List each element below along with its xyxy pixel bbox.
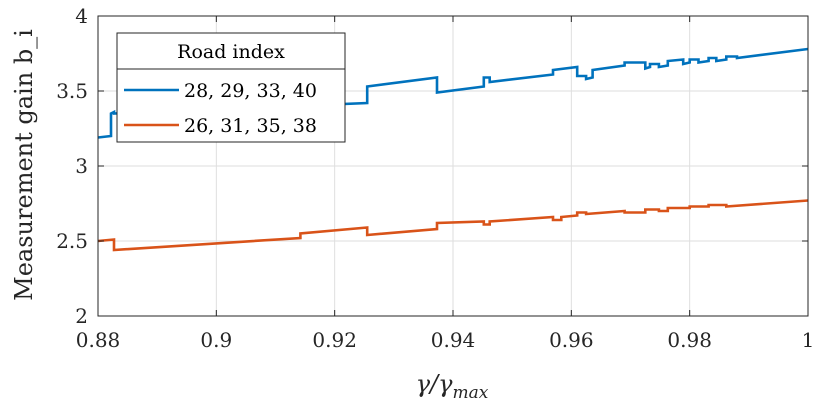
legend-label-1: 28, 29, 33, 40 (184, 80, 317, 102)
x-tick-label: 0.9 (200, 328, 232, 352)
y-tick-label: 3.5 (56, 79, 88, 103)
series-lines (97, 47, 809, 252)
legend: Road index 28, 29, 33, 40 26, 31, 35, 38 (116, 32, 346, 143)
y-axis-label: Measurement gain b_i (10, 29, 38, 301)
series-line-2 (97, 199, 809, 252)
y-tick-label: 2.5 (56, 229, 88, 253)
legend-entries: 28, 29, 33, 40 26, 31, 35, 38 (124, 80, 317, 137)
series-line-1 (97, 47, 809, 139)
x-tick-label: 0.98 (667, 328, 712, 352)
y-axis-label-text: Measurement gain b_i (10, 29, 38, 301)
legend-title: Road index (177, 41, 285, 63)
y-tick-label: 3 (75, 154, 88, 178)
x-tick-label: 0.88 (76, 328, 121, 352)
x-axis-label-main: γ/γ (416, 370, 453, 398)
x-axis-label-subscript: max (452, 383, 488, 403)
x-tick-label: 1 (802, 328, 815, 352)
ticks: 0.88 0.9 0.92 0.94 0.96 0.98 1 2 2.5 3 3.5 4 (56, 4, 814, 352)
legend-label-2: 26, 31, 35, 38 (184, 115, 317, 137)
x-tick-label: 0.94 (431, 328, 476, 352)
y-tick-label: 2 (75, 304, 88, 328)
y-tick-label: 4 (75, 4, 88, 28)
x-tick-label: 0.96 (549, 328, 594, 352)
x-tick-label: 0.92 (312, 328, 357, 352)
x-axis-label: γ/γmax (416, 370, 489, 403)
